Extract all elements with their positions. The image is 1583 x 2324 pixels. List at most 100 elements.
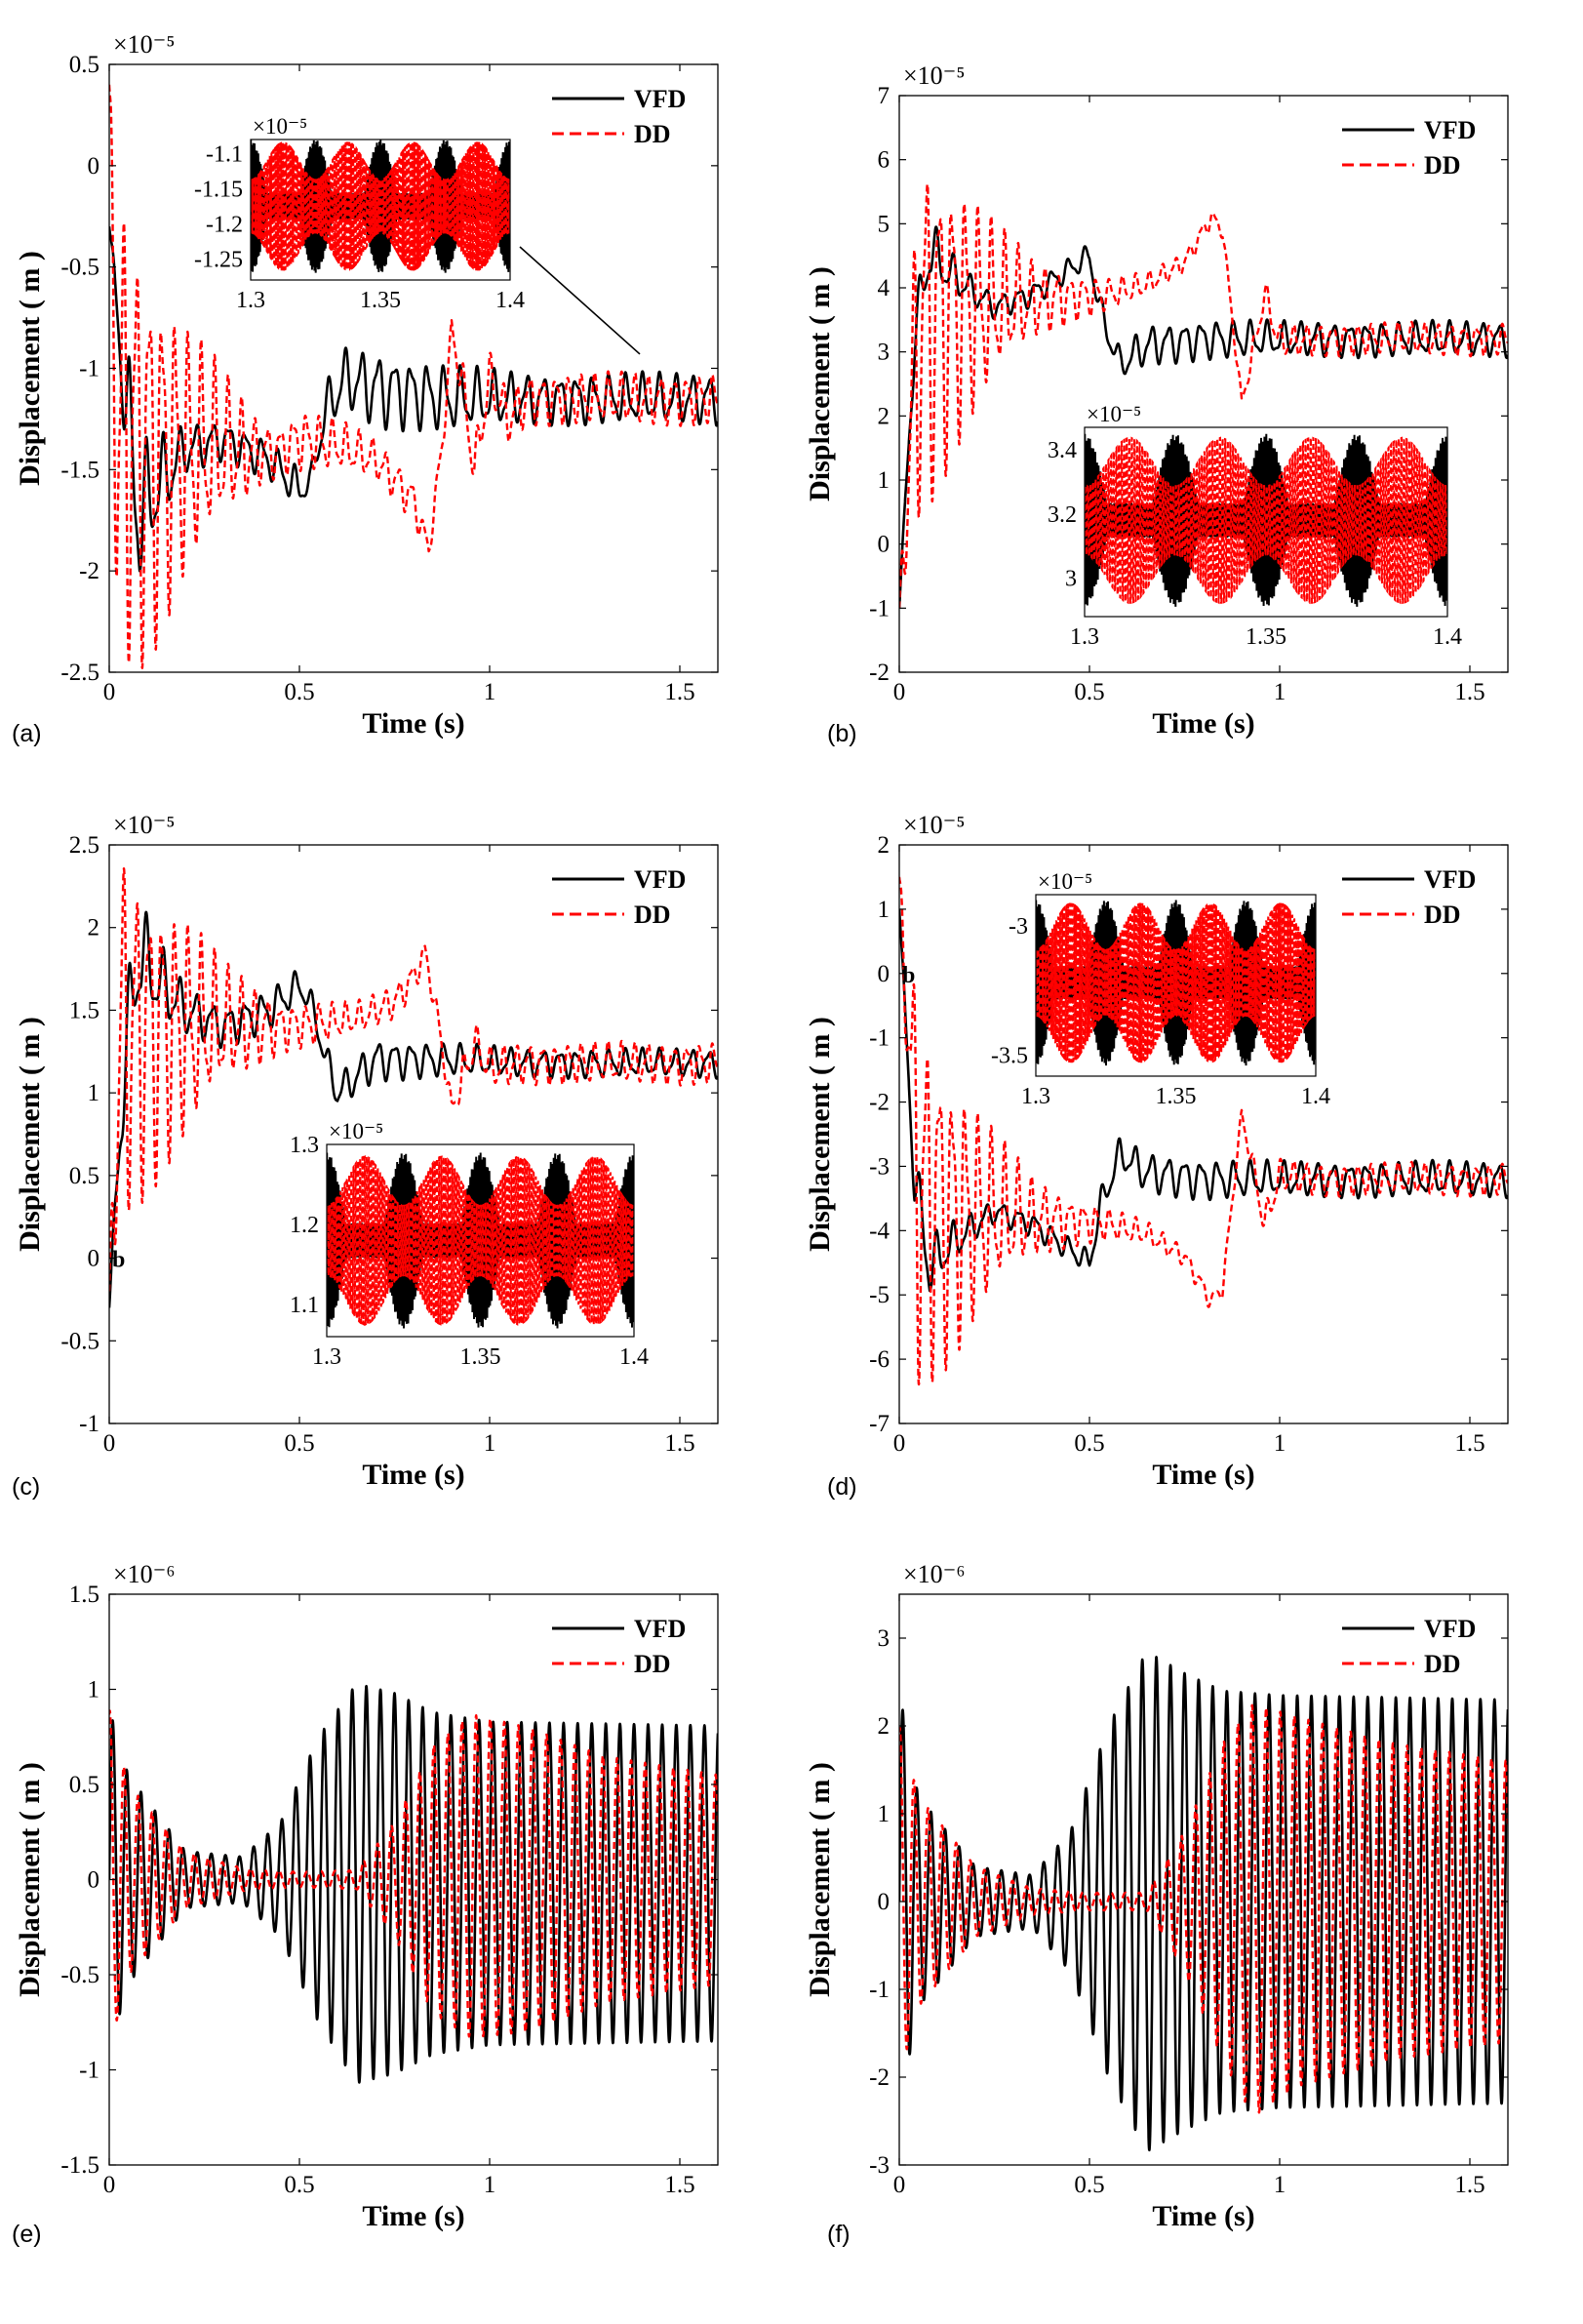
inset-a: 1.3 1.35 1.4 -1.1 -1.15 -1.2 -1.25 ×10⁻⁵ — [194, 114, 641, 355]
y-tick-label: 0 — [878, 1889, 890, 1915]
chart-panel-d: 0 0.5 1 1.5 2 1 0 -1 -2 -3 -4 -5 -6 -7 ×10⁻⁵ Time (s) Di… — [804, 811, 1509, 1501]
panel-label: (c) — [12, 1473, 40, 1501]
legend-label-dd: DD — [634, 120, 671, 148]
panel-label: (d) — [827, 1473, 857, 1501]
x-tick-label: 0.5 — [1074, 679, 1104, 705]
y-tick-label: -1 — [869, 595, 890, 621]
inset-y-tick-label: -3.5 — [991, 1044, 1028, 1069]
inset-x-tick-label: 1.35 — [360, 288, 401, 313]
x-tick-label: 1 — [484, 2172, 496, 2198]
inset-series-dd — [1085, 436, 1447, 605]
inset-x-tick-label: 1.35 — [1246, 624, 1286, 650]
inset-y-tick-label: -1.1 — [206, 141, 243, 167]
inset-b: 1.3 1.35 1.4 3.4 3.2 3 ×10⁻⁵ — [1048, 402, 1462, 650]
legend-label-dd: DD — [1424, 151, 1461, 180]
y-axis-label: Displacement ( m ) — [804, 1017, 836, 1252]
y-exponent: ×10⁻⁵ — [113, 811, 175, 839]
inset-x-tick-label: 1.4 — [495, 288, 525, 313]
y-tick-label: 0 — [878, 961, 890, 987]
x-tick-label: 0 — [103, 2172, 116, 2198]
inset-pointer-line — [519, 246, 641, 355]
inset-frame — [1035, 894, 1317, 1077]
y-tick-label: -0.5 — [60, 1328, 99, 1354]
inset-x-tick-label: 1.3 — [312, 1344, 341, 1370]
inset-y-tick-label: 3.4 — [1048, 438, 1077, 463]
plot-area-a — [109, 84, 718, 669]
y-tick-label: -2.5 — [60, 660, 99, 686]
y-tick-label: 0 — [88, 1867, 100, 1894]
plot-area-b — [899, 182, 1508, 609]
inset-plot-area — [327, 1152, 634, 1329]
series-line-vfd — [109, 225, 718, 573]
chart-panel-f: 0 0.5 1 1.5 3 2 1 0 -1 -2 -3 ×10⁻⁶ Time (s) Displacem… — [804, 1560, 1509, 2248]
panel-label: (a) — [12, 720, 42, 747]
inset-series-dd — [1036, 902, 1316, 1063]
x-axis-label: Time (s) — [362, 707, 464, 740]
y-tick-label: -1.5 — [60, 2152, 99, 2179]
y-tick-label: -3 — [869, 2152, 890, 2179]
x-tick-label: 1.5 — [1454, 679, 1484, 705]
legend-label-vfd: VFD — [1424, 116, 1476, 144]
y-tick-label: 6 — [878, 147, 890, 174]
x-tick-label: 1.5 — [664, 679, 694, 705]
y-tick-label: 0 — [878, 532, 890, 558]
chart-panel-a: 0 0.5 1 1.5 0.5 0 -0.5 -1 -1.5 -2 -2.5 ×10⁻⁵ Time (s… — [12, 30, 719, 747]
series-line-vfd — [899, 908, 1508, 1293]
y-axis-label: Displacement ( m ) — [14, 1017, 46, 1252]
inset-exponent: ×10⁻⁵ — [329, 1119, 383, 1143]
x-axis-label: Time (s) — [1152, 1459, 1254, 1491]
y-exponent: ×10⁻⁵ — [113, 30, 175, 59]
y-tick-label: 7 — [878, 83, 890, 109]
y-tick-label: -7 — [869, 1411, 890, 1437]
x-tick-label: 1 — [484, 1430, 496, 1457]
inset-y-tick-label: 1.3 — [290, 1133, 319, 1158]
y-exponent: ×10⁻⁵ — [903, 811, 965, 839]
series-line-vfd — [109, 910, 718, 1308]
y-tick-label: -2 — [869, 2064, 890, 2091]
inset-x-tick-label: 1.4 — [1433, 624, 1462, 650]
y-exponent: ×10⁻⁵ — [903, 61, 965, 90]
plot-area-c — [109, 867, 718, 1308]
x-tick-label: 0.5 — [1074, 1430, 1104, 1457]
inset-y-tick-label: 1.1 — [290, 1293, 319, 1318]
inset-series-dd — [327, 1154, 634, 1327]
x-tick-label: 0.5 — [284, 1430, 314, 1457]
inset-y-tick-label: -1.25 — [194, 247, 243, 272]
y-tick-label: -0.5 — [60, 255, 99, 281]
y-tick-label: 4 — [878, 275, 890, 301]
series-line-dd — [899, 1703, 1508, 2114]
y-tick-label: -2 — [79, 558, 99, 584]
legend-label-dd: DD — [634, 1650, 671, 1678]
inset-c: 1.3 1.35 1.4 1.3 1.2 1.1 ×10⁻⁵ — [290, 1119, 649, 1370]
series-line-vfd — [899, 225, 1508, 609]
y-tick-label: 2.5 — [69, 832, 99, 859]
x-tick-label: 0.5 — [284, 679, 314, 705]
x-tick-label: 0.5 — [284, 2172, 314, 2198]
y-tick-label: 1.5 — [69, 1582, 99, 1608]
inset-y-tick-label: -1.2 — [206, 212, 243, 237]
y-axis-label: Displacement ( m ) — [14, 1762, 46, 1997]
axes-frame — [898, 95, 1509, 673]
y-tick-label: -0.5 — [60, 1962, 99, 1988]
legend-label-dd: DD — [1424, 1650, 1461, 1678]
x-axis-label: Time (s) — [1152, 707, 1254, 740]
x-tick-label: 0 — [103, 1430, 116, 1457]
panel-label: (f) — [827, 2221, 851, 2248]
x-tick-label: 1 — [1274, 679, 1286, 705]
y-tick-label: 5 — [878, 211, 890, 237]
inset-x-tick-label: 1.35 — [460, 1344, 501, 1370]
y-tick-label: 0.5 — [69, 1772, 99, 1798]
legend-label-vfd: VFD — [634, 865, 686, 894]
inset-exponent: ×10⁻⁵ — [1038, 869, 1092, 894]
zero-marker: b — [112, 1248, 125, 1273]
legend-label-dd: DD — [1424, 901, 1461, 929]
y-tick-label: -6 — [869, 1346, 890, 1373]
y-tick-label: 2 — [878, 832, 890, 859]
inset-series-dd — [251, 141, 510, 271]
x-tick-label: 1 — [1274, 2172, 1286, 2198]
y-tick-label: 0 — [88, 1246, 100, 1272]
y-tick-label: 0.5 — [69, 52, 99, 78]
y-tick-label: -1 — [79, 356, 99, 382]
x-tick-label: 0 — [893, 1430, 906, 1457]
inset-x-tick-label: 1.4 — [619, 1344, 649, 1370]
